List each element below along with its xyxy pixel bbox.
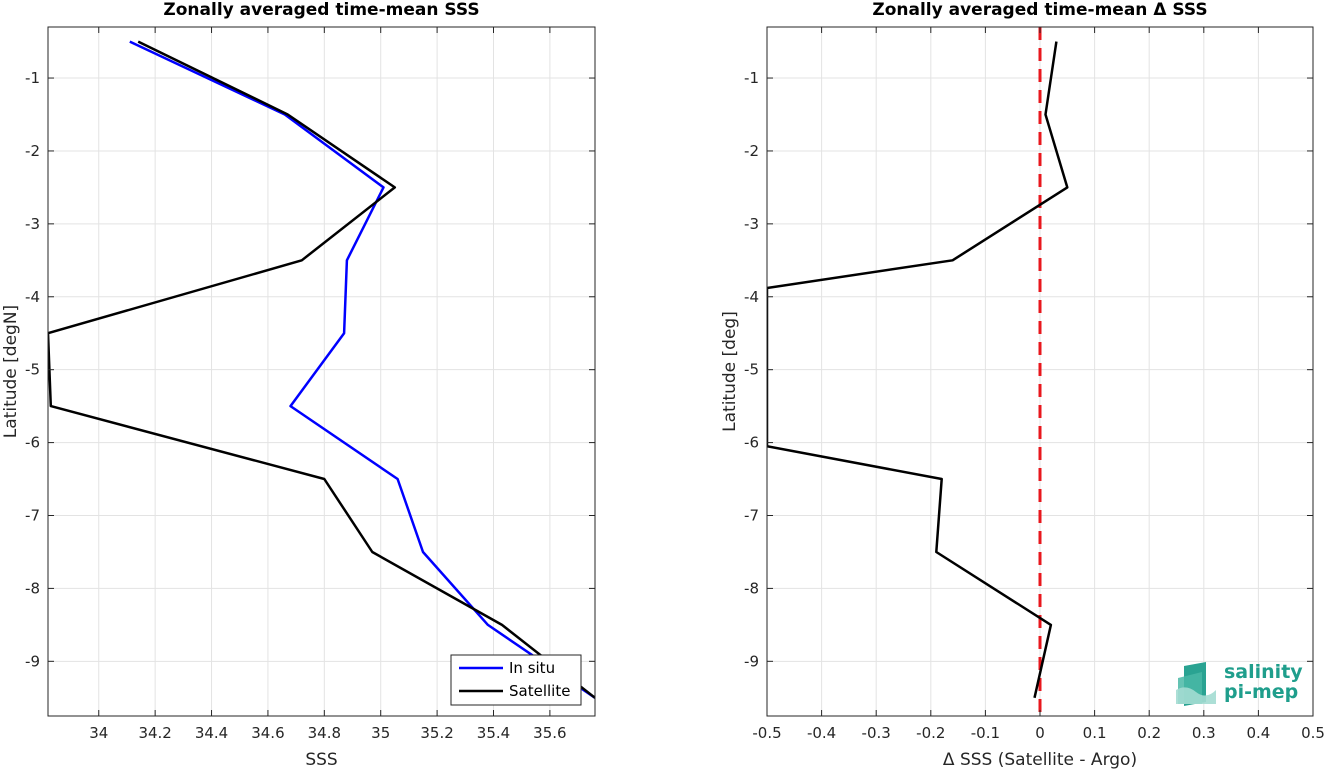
y-tick-label: -4 [25,288,40,306]
y-tick-label: -9 [25,652,40,670]
y-tick-label: -4 [744,288,759,306]
x-ticks: 34 34.2 34.4 34.6 34.8 35 35.2 35.4 35.6 [89,27,567,742]
y-tick-label: -1 [25,69,40,87]
x-ticks: -0.5 -0.4 -0.3 -0.2 -0.1 0 0.1 0.2 0.3 0.4 0.5 [752,27,1325,742]
chart-title: Zonally averaged time-mean SSS [163,0,479,20]
y-ticks: -1 -2 -3 -4 -5 -6 -7 -8 -9 [744,69,1313,670]
logo-wave-icon-3 [1176,687,1216,704]
y-ticks: -1 -2 -3 -4 -5 -6 -7 -8 -9 [25,69,595,670]
x-axis-label: SSS [305,750,337,770]
y-tick-label: -1 [744,69,759,87]
legend-label-satellite: Satellite [509,682,570,700]
chart-title: Zonally averaged time-mean Δ SSS [872,0,1207,20]
x-tick-label: -0.1 [971,724,1000,742]
y-tick-label: -6 [25,434,40,452]
x-tick-label: 34.8 [308,724,341,742]
y-axis-label: Latitude [deg] [720,311,740,432]
y-tick-label: -8 [744,579,759,597]
x-tick-label: 35 [371,724,390,742]
x-tick-label: -0.4 [807,724,836,742]
sss-panel: 34 34.2 34.4 34.6 34.8 35 35.2 35.4 35.6 -1-2-3-… [1,0,596,770]
x-tick-label: 0 [1035,724,1045,742]
x-tick-label: 0.1 [1083,724,1107,742]
series-lines [767,41,1069,699]
x-tick-label: 34.2 [138,724,171,742]
x-axis-label: Δ SSS (Satellite - Argo) [943,750,1137,770]
x-tick-label: 35.6 [533,724,566,742]
y-tick-label: -2 [744,142,759,160]
delta-sss-panel: -0.5 -0.4 -0.3 -0.2 -0.1 0 0.1 0.2 0.3 0.4 0.5 -1-… [720,0,1325,770]
x-tick-label: -0.3 [862,724,891,742]
x-tick-label: 0.2 [1137,724,1161,742]
y-tick-label: -3 [25,215,40,233]
y-tick-label: -9 [744,652,759,670]
y-tick-label: -2 [25,142,40,160]
x-tick-label: 35.4 [477,724,510,742]
series-line-delta [767,41,1069,699]
x-tick-label: -0.5 [752,724,781,742]
x-tick-label: 34.6 [251,724,284,742]
y-tick-label: -5 [25,361,40,379]
x-tick-label: 0.3 [1192,724,1216,742]
x-tick-label: 35.2 [420,724,453,742]
y-tick-label: -6 [744,434,759,452]
x-tick-label: 34 [89,724,108,742]
x-tick-label: 34.4 [195,724,228,742]
legend-label-in-situ: In situ [509,659,555,677]
logo-line2: pi-mep [1224,681,1298,703]
y-axis-label: Latitude [degN] [1,305,21,438]
y-tick-label: -5 [744,361,759,379]
y-tick-label: -7 [25,506,40,524]
y-tick-label: -3 [744,215,759,233]
axes-frame [47,26,596,717]
x-tick-label: 0.4 [1246,724,1270,742]
y-tick-label: -8 [25,579,40,597]
legend-box [450,654,582,706]
logo-line1: salinity [1224,661,1303,683]
x-tick-label: -0.2 [916,724,945,742]
legend: In situ Satellite [450,654,582,706]
grid [48,27,595,716]
x-tick-label: 0.5 [1301,724,1325,742]
series-line-in-situ [129,40,595,699]
y-tick-label: -7 [744,506,759,524]
salinity-pi-mep-logo: salinity pi-mep [1176,661,1303,706]
